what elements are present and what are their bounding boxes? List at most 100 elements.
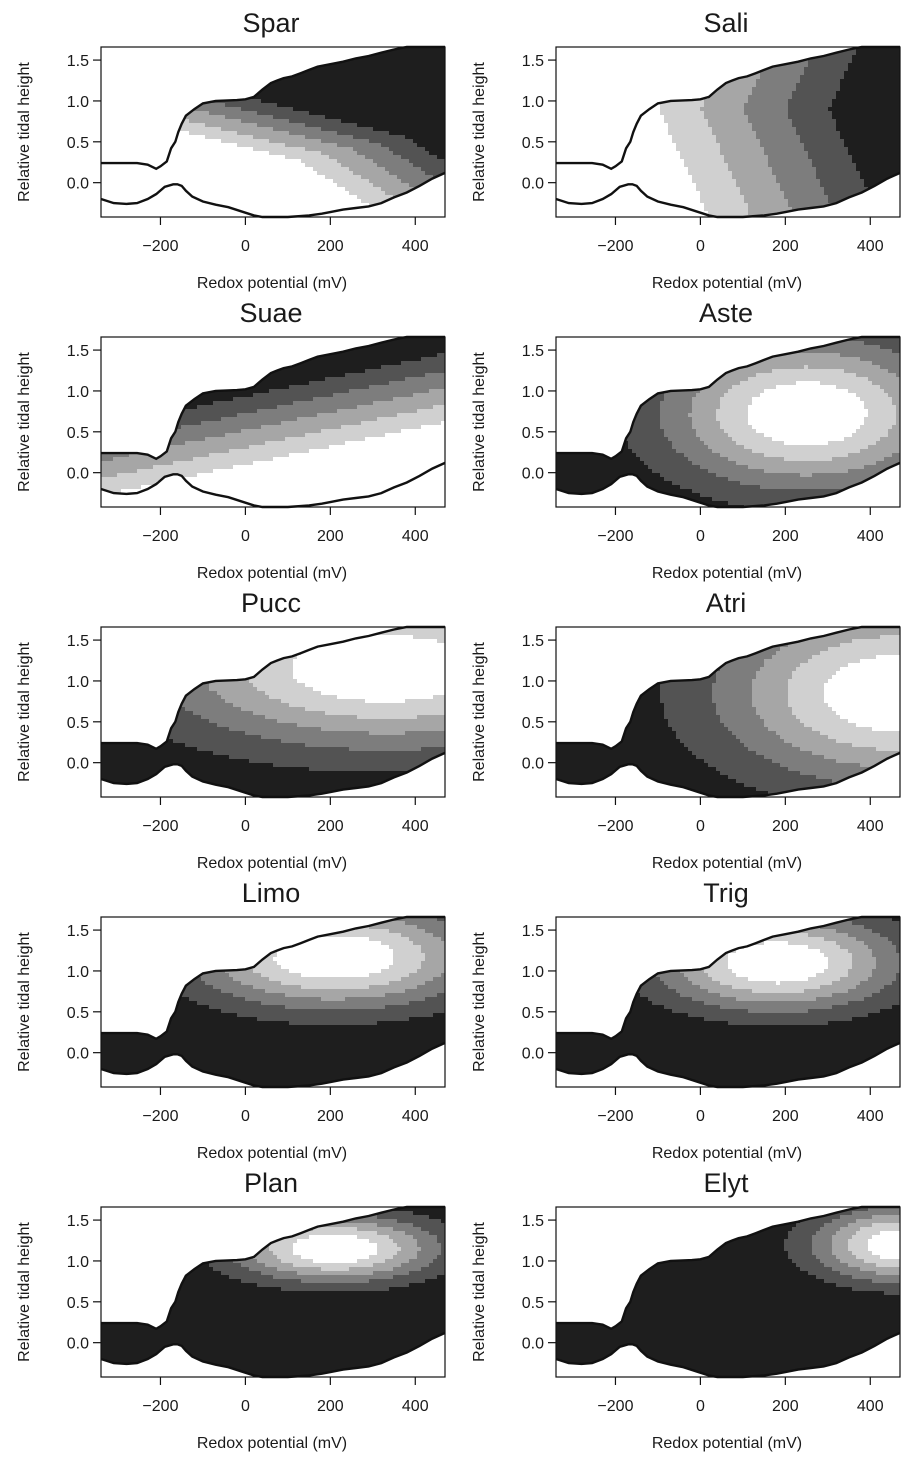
- panel-atri-title: Atri: [706, 588, 747, 618]
- panel-limo-y-tick-label: 0.5: [67, 1005, 89, 1022]
- panel-suae-lower-boundary: [100, 461, 446, 509]
- panel-elyt-y-tick-label: 0.5: [522, 1295, 544, 1312]
- panel-suae-x-tick-label: 0: [241, 528, 250, 545]
- panel-atri-x-tick-label: 200: [772, 818, 799, 835]
- panel-plan-y-tick-label: 0.5: [67, 1295, 89, 1312]
- panel-spar-title: Spar: [242, 8, 299, 38]
- panel-plan-title: Plan: [244, 1168, 298, 1198]
- panel-spar-frame: [100, 46, 446, 218]
- panel-trig-y-tick-label: 1.0: [522, 964, 544, 981]
- panel-trig: Trig −200 0 200 400 0.0 0.5 1.0 1.5 Redox potenti…: [471, 878, 901, 1162]
- panel-plan-x-tick-label: 400: [402, 1398, 429, 1415]
- panel-suae-y-tick-label: 0.5: [67, 425, 89, 442]
- panel-aste-upper-boundary: [556, 335, 900, 461]
- panel-suae-contour-fill: [101, 337, 445, 507]
- panel-limo-x-axis-label: Redox potential (mV): [197, 1145, 347, 1162]
- panel-atri-y-tick-label: 0.0: [522, 756, 544, 773]
- panel-atri-y-tick-label: 0.5: [522, 715, 544, 732]
- panel-sali-x-tick-label: 200: [772, 238, 799, 255]
- panel-elyt-x-tick-label: −200: [597, 1398, 633, 1415]
- panel-elyt-x-tick-label: 200: [772, 1398, 799, 1415]
- panel-pucc-lower-boundary: [100, 751, 446, 799]
- panel-trig-x-axis-label: Redox potential (mV): [652, 1145, 802, 1162]
- panel-plan-x-tick-label: 0: [241, 1398, 250, 1415]
- panel-aste-x-tick-label: −200: [597, 528, 633, 545]
- panel-plan-upper-boundary: [101, 1205, 445, 1331]
- panel-plan-y-tick-label: 1.0: [67, 1254, 89, 1271]
- panel-trig-x-tick-label: 400: [857, 1108, 884, 1125]
- panel-spar-x-tick-label: 400: [402, 238, 429, 255]
- panel-plan-frame: [100, 1206, 446, 1378]
- panel-sali-frame: [555, 46, 901, 218]
- panel-plan-y-axis-label: Relative tidal height: [16, 1222, 33, 1362]
- panel-atri-x-tick-label: 0: [696, 818, 705, 835]
- panel-aste-y-tick-label: 0.0: [522, 466, 544, 483]
- panel-suae-x-tick-label: 400: [402, 528, 429, 545]
- panel-limo-y-tick-label: 0.0: [67, 1046, 89, 1063]
- panel-atri-contour-fill: [556, 627, 900, 797]
- panel-elyt-y-tick-label: 1.0: [522, 1254, 544, 1271]
- panel-pucc: Pucc −200 0 200 400 0.0 0.5 1.0 1.5 Redox potenti…: [16, 588, 446, 872]
- panel-suae-title: Suae: [239, 298, 302, 328]
- panel-spar-y-tick-label: 0.5: [67, 135, 89, 152]
- panel-aste-lower-boundary: [555, 461, 901, 509]
- panel-spar-lower-boundary: [100, 171, 446, 219]
- panel-limo-x-tick-label: 0: [241, 1108, 250, 1125]
- panel-trig-lower-boundary: [555, 1041, 901, 1089]
- panel-trig-contour-fill: [556, 917, 900, 1087]
- panel-spar-upper-boundary: [101, 45, 445, 171]
- panel-spar-x-tick-label: 0: [241, 238, 250, 255]
- panel-atri-frame: [555, 626, 901, 798]
- panel-elyt-y-tick-label: 0.0: [522, 1336, 544, 1353]
- panel-pucc-contour-fill: [101, 627, 445, 797]
- panel-aste-x-tick-label: 0: [696, 528, 705, 545]
- panel-limo-contour-fill: [101, 917, 445, 1087]
- panel-atri-upper-boundary: [556, 625, 900, 751]
- panel-limo-title: Limo: [242, 878, 301, 908]
- panel-atri-y-tick-label: 1.0: [522, 674, 544, 691]
- panel-suae-x-axis-label: Redox potential (mV): [197, 565, 347, 582]
- panel-sali-lower-boundary: [555, 171, 901, 219]
- panel-sali-x-tick-label: 0: [696, 238, 705, 255]
- panel-aste-y-axis-label: Relative tidal height: [471, 352, 488, 492]
- panel-aste-y-tick-label: 1.0: [522, 384, 544, 401]
- panel-elyt-y-tick-label: 1.5: [522, 1213, 544, 1230]
- panel-spar-contour-fill: [101, 47, 445, 217]
- panel-suae-x-tick-label: −200: [142, 528, 178, 545]
- panel-aste-x-axis-label: Redox potential (mV): [652, 565, 802, 582]
- panel-spar-y-tick-label: 0.0: [67, 176, 89, 193]
- panel-spar-x-axis-label: Redox potential (mV): [197, 275, 347, 292]
- panel-suae-y-axis-label: Relative tidal height: [16, 352, 33, 492]
- panel-limo-y-tick-label: 1.5: [67, 923, 89, 940]
- panel-sali-y-tick-label: 1.0: [522, 94, 544, 111]
- panel-elyt-frame: [555, 1206, 901, 1378]
- panel-spar: Spar −200 0 200 400 0.0 0.5 1.0 1.5 Redox potenti…: [16, 8, 446, 292]
- panel-sali-y-tick-label: 1.5: [522, 53, 544, 70]
- panel-elyt-x-tick-label: 0: [696, 1398, 705, 1415]
- panel-aste: Aste −200 0 200 400 0.0 0.5 1.0 1.5 Redox potenti…: [471, 298, 901, 582]
- panel-trig-x-tick-label: 0: [696, 1108, 705, 1125]
- panel-limo-y-axis-label: Relative tidal height: [16, 932, 33, 1072]
- panel-plan-contour-fill: [101, 1207, 445, 1377]
- panel-trig-upper-boundary: [556, 915, 900, 1041]
- panel-trig-y-tick-label: 0.0: [522, 1046, 544, 1063]
- panel-plan-x-tick-label: −200: [142, 1398, 178, 1415]
- panel-plan-lower-boundary: [100, 1331, 446, 1379]
- panel-suae-x-tick-label: 200: [317, 528, 344, 545]
- panel-atri-x-tick-label: 400: [857, 818, 884, 835]
- panel-trig-y-axis-label: Relative tidal height: [471, 932, 488, 1072]
- panel-pucc-frame: [100, 626, 446, 798]
- panel-spar-x-tick-label: 200: [317, 238, 344, 255]
- panel-elyt-lower-boundary: [555, 1331, 901, 1379]
- panel-aste-title: Aste: [699, 298, 753, 328]
- panel-pucc-x-tick-label: 200: [317, 818, 344, 835]
- panel-limo-y-tick-label: 1.0: [67, 964, 89, 981]
- panel-aste-contour-fill: [556, 337, 900, 507]
- panel-atri-x-axis-label: Redox potential (mV): [652, 855, 802, 872]
- panel-suae-y-tick-label: 0.0: [67, 466, 89, 483]
- panel-elyt-y-axis-label: Relative tidal height: [471, 1222, 488, 1362]
- panel-atri-y-tick-label: 1.5: [522, 633, 544, 650]
- panel-aste-x-tick-label: 400: [857, 528, 884, 545]
- panel-sali-y-tick-label: 0.5: [522, 135, 544, 152]
